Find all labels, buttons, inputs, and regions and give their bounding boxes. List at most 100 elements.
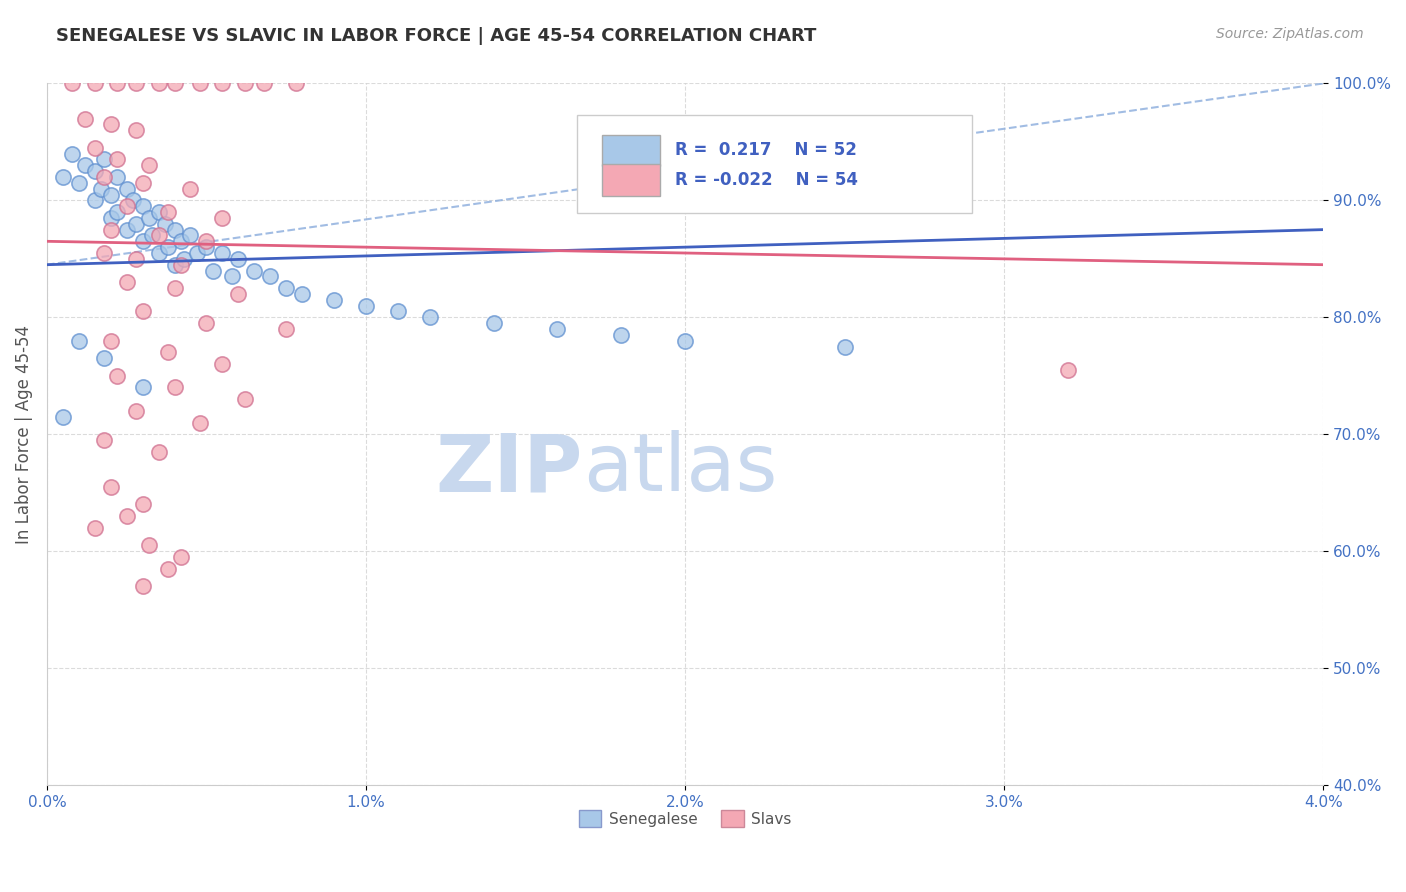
Point: [157, 345, 180, 359]
Point: [83, 141, 105, 155]
Point: [67, 176, 90, 190]
Point: [148, 246, 170, 260]
Point: [75, 158, 97, 172]
Point: [354, 299, 377, 313]
Point: [83, 521, 105, 535]
FancyBboxPatch shape: [602, 164, 659, 195]
Point: [138, 538, 160, 552]
Point: [195, 316, 218, 330]
Point: [163, 222, 186, 236]
Point: [211, 357, 233, 371]
Point: [148, 205, 170, 219]
Point: [115, 182, 138, 196]
Point: [148, 77, 170, 91]
Point: [610, 327, 633, 342]
Point: [125, 77, 148, 91]
Text: Source: ZipAtlas.com: Source: ZipAtlas.com: [1216, 27, 1364, 41]
Point: [131, 304, 153, 318]
Point: [131, 176, 153, 190]
Point: [105, 205, 128, 219]
Text: ZIP: ZIP: [436, 430, 583, 508]
Point: [52, 409, 75, 424]
Point: [62, 77, 84, 91]
Point: [67, 334, 90, 348]
Point: [100, 117, 122, 131]
Point: [93, 351, 115, 366]
Point: [131, 235, 153, 249]
Point: [153, 217, 176, 231]
Point: [115, 199, 138, 213]
Point: [163, 77, 186, 91]
Y-axis label: In Labor Force | Age 45-54: In Labor Force | Age 45-54: [15, 325, 32, 544]
Point: [138, 211, 160, 225]
Point: [83, 77, 105, 91]
Text: R = -0.022    N = 54: R = -0.022 N = 54: [675, 171, 858, 189]
Point: [90, 182, 112, 196]
Point: [186, 246, 208, 260]
Point: [211, 246, 233, 260]
Point: [211, 77, 233, 91]
Point: [148, 445, 170, 459]
Point: [157, 240, 180, 254]
Point: [100, 334, 122, 348]
Point: [834, 340, 856, 354]
Point: [115, 275, 138, 289]
Point: [100, 187, 122, 202]
Text: atlas: atlas: [583, 430, 778, 508]
Point: [100, 222, 122, 236]
Point: [141, 228, 163, 243]
Point: [131, 579, 153, 593]
Point: [83, 164, 105, 178]
Point: [157, 205, 180, 219]
Point: [201, 263, 224, 277]
Point: [163, 281, 186, 295]
Point: [93, 246, 115, 260]
Point: [131, 498, 153, 512]
Point: [195, 235, 218, 249]
Point: [1057, 363, 1080, 377]
Point: [125, 123, 148, 137]
Point: [291, 287, 314, 301]
Point: [105, 169, 128, 184]
Point: [546, 322, 568, 336]
Point: [221, 269, 243, 284]
Point: [276, 322, 298, 336]
Point: [173, 252, 195, 266]
FancyBboxPatch shape: [576, 115, 973, 213]
Point: [170, 258, 193, 272]
Point: [105, 153, 128, 167]
Point: [157, 562, 180, 576]
Point: [115, 222, 138, 236]
Point: [125, 404, 148, 418]
Point: [323, 293, 346, 307]
Point: [52, 169, 75, 184]
Point: [105, 77, 128, 91]
FancyBboxPatch shape: [602, 135, 659, 166]
Point: [75, 112, 97, 126]
Point: [100, 211, 122, 225]
Point: [148, 228, 170, 243]
Point: [276, 281, 298, 295]
Text: R =  0.217    N = 52: R = 0.217 N = 52: [675, 142, 856, 160]
Point: [243, 263, 266, 277]
Point: [195, 240, 218, 254]
Point: [115, 509, 138, 524]
Legend: Senegalese, Slavs: Senegalese, Slavs: [572, 804, 797, 834]
Point: [284, 77, 307, 91]
Point: [170, 550, 193, 565]
Point: [125, 217, 148, 231]
Point: [100, 480, 122, 494]
Point: [233, 77, 256, 91]
Point: [211, 211, 233, 225]
Point: [93, 433, 115, 447]
Point: [228, 252, 250, 266]
Point: [673, 334, 696, 348]
Point: [387, 304, 409, 318]
Point: [253, 77, 276, 91]
Point: [131, 199, 153, 213]
Point: [233, 392, 256, 407]
Point: [228, 287, 250, 301]
Point: [131, 380, 153, 394]
Point: [93, 153, 115, 167]
Text: SENEGALESE VS SLAVIC IN LABOR FORCE | AGE 45-54 CORRELATION CHART: SENEGALESE VS SLAVIC IN LABOR FORCE | AG…: [56, 27, 817, 45]
